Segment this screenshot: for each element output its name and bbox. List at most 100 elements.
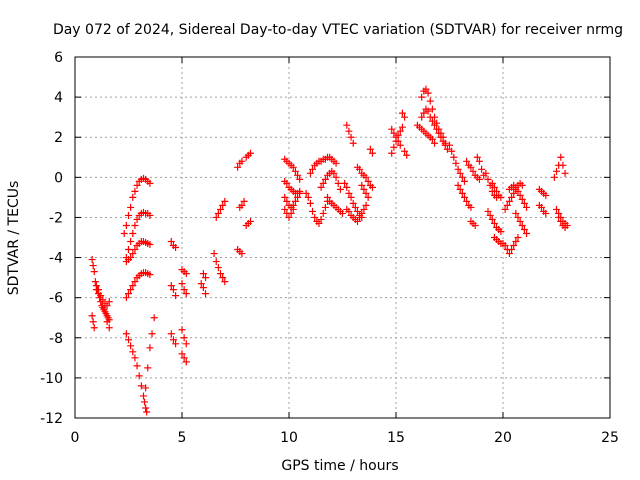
data-point bbox=[142, 384, 150, 392]
data-point bbox=[460, 193, 468, 201]
data-point bbox=[435, 129, 443, 137]
data-point bbox=[463, 197, 471, 205]
data-point bbox=[296, 175, 304, 183]
data-point bbox=[553, 167, 560, 175]
data-point bbox=[518, 195, 526, 203]
data-point bbox=[238, 201, 246, 209]
data-points bbox=[88, 85, 571, 416]
data-point bbox=[287, 209, 295, 217]
data-point bbox=[317, 215, 325, 223]
grid-lines bbox=[75, 57, 610, 418]
data-point bbox=[475, 157, 483, 165]
data-point bbox=[520, 225, 528, 233]
data-point bbox=[131, 187, 139, 195]
data-point bbox=[319, 209, 327, 217]
y-tick-label: -12 bbox=[40, 411, 63, 427]
data-point bbox=[146, 211, 154, 219]
data-point bbox=[428, 105, 436, 113]
y-tick-label: -4 bbox=[49, 251, 63, 267]
data-point bbox=[304, 193, 312, 201]
data-point bbox=[89, 262, 97, 270]
data-point bbox=[212, 258, 220, 266]
data-point bbox=[356, 165, 364, 173]
data-point bbox=[345, 207, 353, 215]
data-point bbox=[418, 93, 426, 101]
data-point bbox=[180, 334, 188, 342]
data-point bbox=[516, 217, 524, 225]
data-point bbox=[484, 175, 492, 183]
data-point bbox=[289, 163, 297, 171]
data-point bbox=[561, 223, 569, 231]
data-point bbox=[426, 97, 434, 105]
data-point bbox=[317, 183, 325, 191]
y-tick-label: -10 bbox=[40, 371, 63, 387]
data-point bbox=[306, 199, 314, 207]
data-point bbox=[246, 217, 254, 225]
data-point bbox=[103, 318, 111, 326]
data-point bbox=[431, 121, 439, 129]
data-point bbox=[349, 139, 357, 147]
data-point bbox=[129, 348, 137, 356]
data-point bbox=[345, 127, 353, 135]
x-tick-label: 20 bbox=[494, 430, 512, 446]
plot-frame bbox=[74, 56, 611, 419]
y-tick-label: 4 bbox=[54, 90, 63, 106]
data-point bbox=[221, 197, 229, 205]
data-point bbox=[512, 238, 520, 246]
data-point bbox=[202, 274, 210, 282]
data-point bbox=[437, 133, 445, 141]
data-point bbox=[345, 189, 353, 197]
data-point bbox=[199, 270, 207, 278]
data-point bbox=[214, 209, 222, 217]
data-point bbox=[197, 280, 205, 288]
data-point bbox=[105, 298, 113, 306]
y-tick-label: -2 bbox=[49, 210, 63, 226]
data-point bbox=[514, 234, 522, 241]
data-point bbox=[353, 217, 361, 225]
data-point bbox=[439, 137, 447, 145]
data-point bbox=[332, 173, 340, 181]
data-point bbox=[309, 165, 317, 173]
data-point bbox=[401, 113, 409, 121]
data-point bbox=[356, 213, 364, 221]
data-point bbox=[559, 161, 567, 169]
data-point bbox=[217, 205, 225, 213]
data-point bbox=[122, 330, 130, 338]
data-point bbox=[146, 344, 154, 352]
data-point bbox=[133, 181, 141, 189]
data-point bbox=[428, 117, 436, 125]
data-point bbox=[139, 392, 147, 400]
data-point bbox=[368, 149, 376, 157]
data-point bbox=[542, 191, 550, 199]
data-point bbox=[97, 292, 105, 300]
data-point bbox=[392, 133, 400, 141]
data-point bbox=[212, 213, 220, 221]
data-point bbox=[169, 286, 177, 294]
data-point bbox=[456, 169, 464, 177]
data-point bbox=[135, 372, 143, 380]
data-point bbox=[105, 324, 113, 332]
data-point bbox=[182, 358, 190, 366]
data-point bbox=[398, 109, 406, 117]
data-point bbox=[501, 205, 509, 213]
data-point bbox=[214, 264, 222, 272]
data-point bbox=[169, 336, 177, 344]
data-point bbox=[167, 238, 175, 246]
data-point bbox=[294, 193, 302, 201]
data-point bbox=[418, 113, 426, 121]
data-point bbox=[240, 197, 248, 205]
data-point bbox=[133, 362, 141, 370]
data-point bbox=[460, 177, 468, 185]
data-point bbox=[450, 153, 458, 161]
data-point bbox=[202, 290, 210, 298]
y-tick-label: 6 bbox=[54, 50, 63, 66]
data-point bbox=[351, 203, 359, 211]
data-point bbox=[332, 159, 340, 167]
data-point bbox=[510, 242, 518, 250]
data-point bbox=[309, 207, 317, 215]
data-point bbox=[302, 189, 310, 197]
data-point bbox=[131, 354, 139, 362]
data-point bbox=[508, 246, 516, 254]
data-point bbox=[493, 187, 501, 195]
data-point bbox=[490, 183, 498, 191]
